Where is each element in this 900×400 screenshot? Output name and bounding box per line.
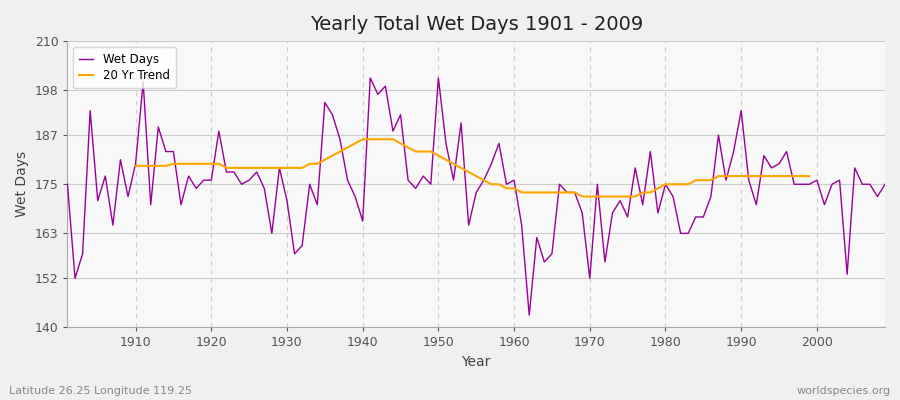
Legend: Wet Days, 20 Yr Trend: Wet Days, 20 Yr Trend [74,47,176,88]
20 Yr Trend [221,166,232,170]
Wet Days [364,76,375,80]
Line: Wet Days: Wet Days [68,78,885,315]
Y-axis label: Wet Days: Wet Days [15,151,29,217]
20 Yr Trend [804,174,814,178]
20 Yr Trend [615,194,626,199]
Wet Days [508,178,519,182]
20 Yr Trend [357,137,368,142]
20 Yr Trend [130,164,141,168]
X-axis label: Year: Year [462,355,490,369]
20 Yr Trend [706,178,716,182]
Line: 20 Yr Trend: 20 Yr Trend [136,139,809,196]
20 Yr Trend [335,149,346,154]
20 Yr Trend [788,174,799,178]
Wet Days [335,137,346,142]
20 Yr Trend [721,174,732,178]
Title: Yearly Total Wet Days 1901 - 2009: Yearly Total Wet Days 1901 - 2009 [310,15,643,34]
Text: Latitude 26.25 Longitude 119.25: Latitude 26.25 Longitude 119.25 [9,386,192,396]
Wet Days [524,313,535,318]
Wet Days [62,182,73,187]
Text: worldspecies.org: worldspecies.org [796,386,891,396]
Wet Days [615,198,626,203]
Wet Days [879,182,890,187]
20 Yr Trend [577,194,588,199]
Wet Days [122,194,133,199]
Wet Days [517,223,527,228]
Wet Days [289,251,300,256]
